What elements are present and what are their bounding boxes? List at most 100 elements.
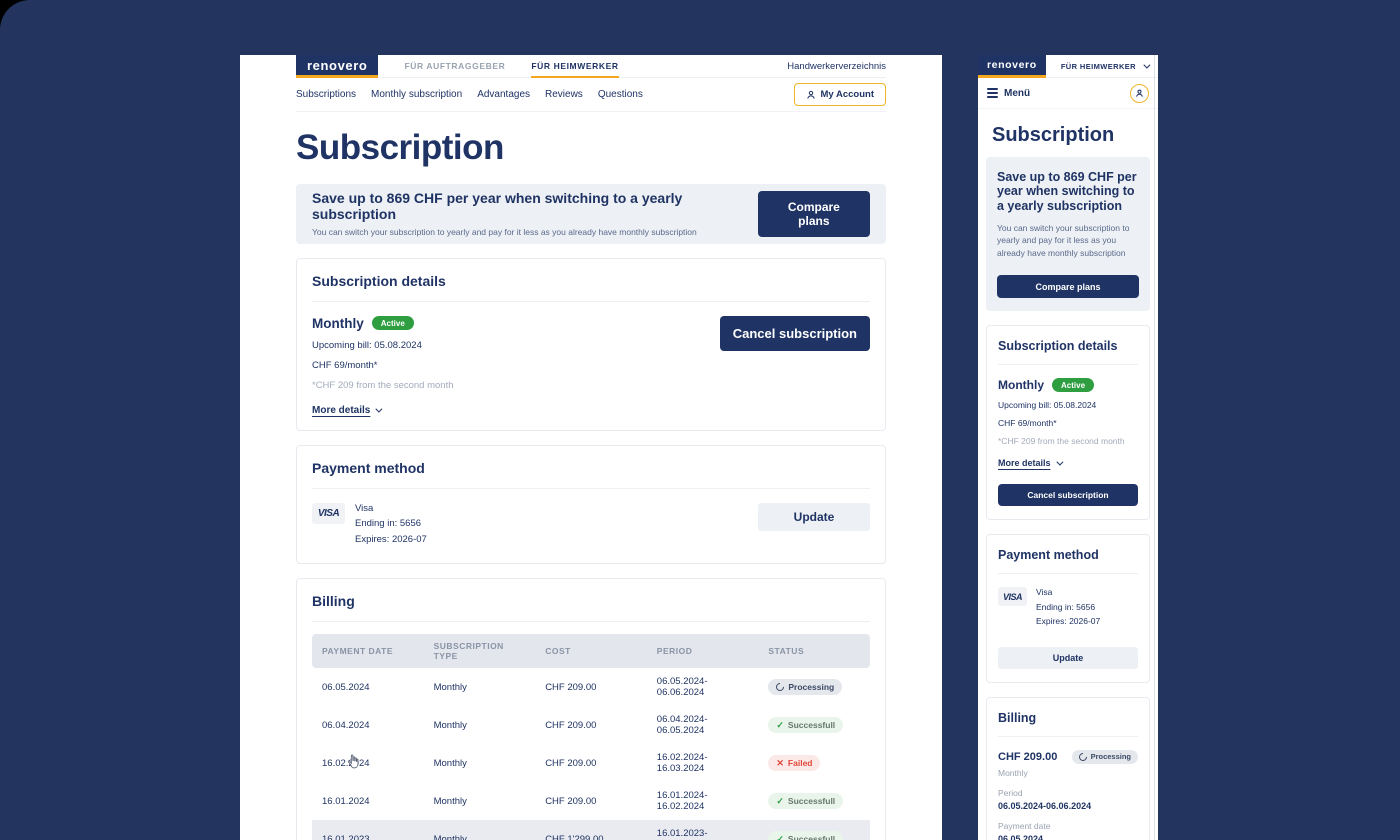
account-icon-button[interactable] [1130,83,1149,103]
billing-cell-type: Monthly [433,757,467,769]
renovero-logo-mobile[interactable]: renovero [978,55,1046,78]
compare-plans-button-mobile[interactable]: Compare plans [997,275,1139,299]
update-payment-button-mobile[interactable]: Update [998,646,1138,669]
tab-fuer-heimwerker-mobile: FÜR HEIMWERKER [1060,61,1136,71]
subnav-monthly-subscription[interactable]: Monthly subscription [371,89,463,100]
savings-banner-title-mobile: Save up to 869 CHF per year when switchi… [997,170,1137,213]
card-expires-mobile: Expires: 2026-07 [1036,616,1101,627]
payment-method-title: Payment method [312,459,425,476]
status-label: Failed [787,758,813,768]
active-status-badge-mobile: Active [1052,378,1095,393]
status-label: Processing [788,682,835,692]
subscription-info: Monthly Active Upcoming bill: 05.08.2024… [312,316,454,416]
billing-amount-mobile: CHF 209.00 [998,750,1058,763]
plan-name-mobile: Monthly [998,378,1044,393]
person-icon [806,90,815,99]
subscription-details-card-mobile: Subscription details Monthly Active Upco… [986,325,1150,521]
update-payment-button[interactable]: Update [758,502,870,531]
billing-type-mobile: Monthly [998,767,1028,778]
card-ending: Ending in: 5656 [355,518,422,529]
mobile-top-navbar: renovero FÜR HEIMWERKER [978,55,1158,78]
billing-row[interactable]: 06.05.2024 Monthly CHF 209.00 06.05.2024-06… [312,668,870,706]
cancel-subscription-button[interactable]: Cancel subscription [719,315,870,351]
billing-cell-payment-date: 16.02.2024 [322,757,370,769]
subnav-advantages[interactable]: Advantages [477,89,531,100]
status-badge: ✕ Failed [768,755,821,771]
price-text: CHF 69/month* [312,359,378,371]
billing-table: PAYMENT DATE SUBSCRIPTION TYPE COST PERI… [312,634,870,840]
billing-cell-status: ✓ Successfull [758,706,870,744]
col-payment-date: PAYMENT DATE [312,634,424,668]
payment-method-title-mobile: Payment method [998,548,1099,563]
page-title: Subscription [296,128,504,167]
more-details-label-mobile: More details [998,458,1051,469]
my-account-label: My Account [820,89,874,100]
payment-date-value-mobile: 06.05.2024 [998,833,1044,840]
savings-banner-text: Save up to 869 CHF per year when switchi… [312,190,758,237]
col-status: STATUS [758,634,870,668]
price-note-text: *CHF 209 from the second month [312,379,454,391]
menu-button[interactable]: Menü [987,88,1030,99]
billing-table-body: 06.05.2024 Monthly CHF 209.00 06.05.2024-06… [312,668,870,840]
col-cost: COST [535,634,647,668]
handwerkerverzeichnis-link[interactable]: Handwerkerverzeichnis [787,60,886,72]
check-icon: ✓ [776,833,784,840]
savings-banner-subtitle-mobile: You can switch your subscription to year… [997,223,1130,258]
tab-fuer-auftraggeber[interactable]: FÜR AUFTRAGGEBER [404,61,506,71]
subnav-subscriptions[interactable]: Subscriptions [296,89,357,100]
spinner-icon [1076,750,1089,763]
check-icon: ✓ [776,719,784,730]
desktop-audience-tabs: FÜR AUFTRAGGEBER FÜR HEIMWERKER [404,55,619,78]
more-details-link-mobile[interactable]: More details [998,458,1063,469]
upcoming-bill-text-mobile: Upcoming bill: 05.08.2024 [998,400,1097,411]
card-name: Visa [355,502,374,514]
more-details-link[interactable]: More details [312,405,383,416]
renovero-logo[interactable]: renovero [296,55,379,78]
chevron-down-icon [1055,458,1063,466]
mobile-audience-tab[interactable]: FÜR HEIMWERKER [1061,55,1158,77]
billing-cell-period: 16.01.2023-16.01.2024 [656,828,708,840]
desktop-sub-navbar: Subscriptions Monthly subscription Advan… [296,78,886,112]
billing-cell-payment-date: 06.05.2024 [322,681,370,693]
billing-cell-payment-date: 06.04.2024 [322,719,370,731]
status-label: Successfull [787,834,836,840]
divider [312,300,870,302]
billing-row[interactable]: 16.01.2024 Monthly CHF 209.00 16.01.2024-16… [312,782,870,820]
billing-cell-cost: CHF 1'299.00 [545,833,604,840]
billing-row[interactable]: 16.02.2024 Monthly CHF 209.00 16.02.2024-16… [312,744,870,782]
price-note-text-mobile: *CHF 209 from the second month [998,436,1125,447]
status-badge-mobile: Processing [1071,749,1138,764]
card-name-mobile: Visa [1036,587,1053,598]
subnav-reviews[interactable]: Reviews [545,89,583,100]
hamburger-icon [987,88,998,98]
status-badge: ✓ Successfull [768,793,844,809]
tab-fuer-heimwerker[interactable]: FÜR HEIMWERKER [531,55,619,78]
my-account-button[interactable]: My Account [793,83,886,106]
mobile-browser-panel: renovero FÜR HEIMWERKER Menü Subscriptio… [978,55,1158,840]
cancel-subscription-button-mobile[interactable]: Cancel subscription [998,484,1138,507]
scrollbar[interactable] [1153,55,1155,840]
savings-banner-mobile: Save up to 869 CHF per year when switchi… [986,157,1150,312]
divider [312,621,870,622]
billing-cell-payment-date: 16.01.2024 [322,795,370,807]
payment-method-card-mobile: Payment method VISA Visa Ending in: 5656… [986,534,1150,683]
payment-method-card: Payment method VISA Visa Ending in: 5656… [296,444,886,564]
divider [312,487,870,489]
billing-cell-type: Monthly [433,719,467,731]
period-label-mobile: Period [998,787,1023,798]
billing-row[interactable]: 06.04.2024 Monthly CHF 209.00 06.04.2024-06… [312,706,870,744]
divider [998,735,1138,737]
status-label: Successfull [787,796,836,806]
billing-row[interactable]: 16.01.2023 Monthly CHF 1'299.00 16.01.2023-… [312,820,870,840]
subnav-questions[interactable]: Questions [597,89,643,100]
billing-title: Billing [312,593,355,609]
desktop-main: Subscription Save up to 869 CHF per year… [240,128,942,840]
mobile-menu-bar: Menü [978,78,1158,109]
billing-table-header: PAYMENT DATE SUBSCRIPTION TYPE COST PERI… [312,634,870,668]
compare-plans-button[interactable]: Compare plans [757,190,870,237]
chevron-down-icon [375,405,383,413]
active-status-badge: Active [371,316,414,330]
billing-cell-status: ✓ Successfull [758,820,870,840]
billing-card: Billing PAYMENT DATE SUBSCRIPTION TYPE C… [296,578,886,840]
